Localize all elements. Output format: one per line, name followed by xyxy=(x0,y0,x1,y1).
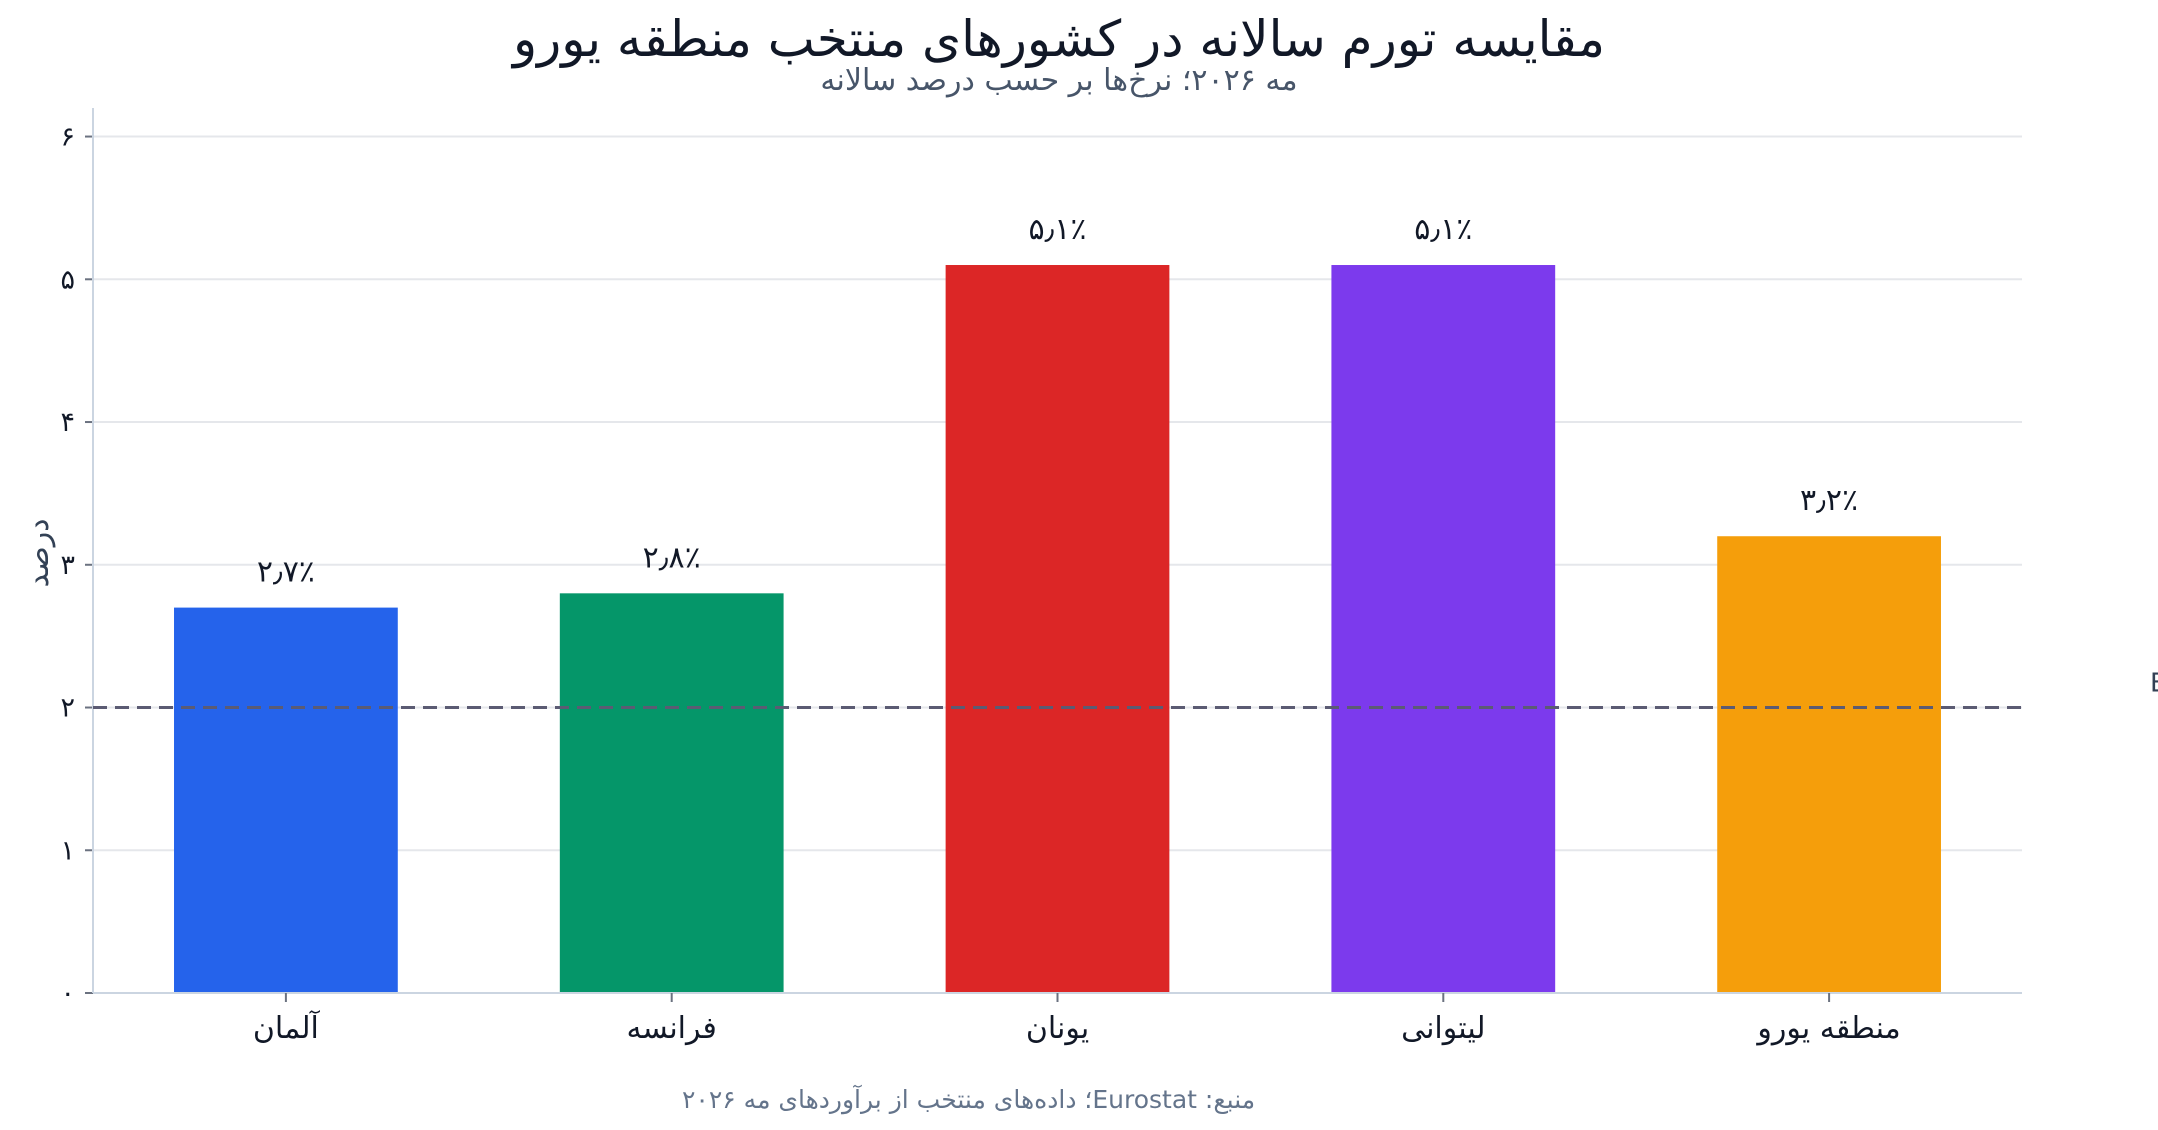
y-tick-label: ۴ xyxy=(60,407,75,438)
y-tick-label: ۶ xyxy=(60,122,75,153)
bar-value-label: ۲٫۷٪ xyxy=(257,555,315,590)
reference-line-group: هدف ۲ درصدی ECB xyxy=(93,669,2158,710)
bar xyxy=(1331,265,1556,994)
reference-line-label: هدف ۲ درصدی ECB xyxy=(2150,669,2158,699)
chart-title: مقایسه تورم سالانه در کشورهای منتخب منطق… xyxy=(510,10,1605,69)
y-tick-label: ۰ xyxy=(60,978,75,1009)
bar xyxy=(945,265,1170,994)
bars xyxy=(174,265,1941,994)
y-tick-label: ۲ xyxy=(60,693,75,724)
x-category-label: آلمان xyxy=(253,1010,321,1046)
y-tick-label: ۱ xyxy=(60,835,75,866)
axes: ۰ ۱ ۲ ۳ ۴ ۵ ۶ xyxy=(60,108,2022,1009)
chart-subtitle: مه ۲۰۲۶؛ نرخ‌ها بر حسب درصد سالانه xyxy=(820,63,1297,98)
y-axis-label: درصد xyxy=(21,518,56,587)
bar-value-label: ۲٫۸٪ xyxy=(643,540,701,575)
bar-value-label: ۵٫۱٪ xyxy=(1028,212,1086,247)
source-note: منبع: Eurostat؛ داده‌های منتخب از برآورد… xyxy=(682,1084,1255,1115)
x-category-label: لیتوانی xyxy=(1401,1011,1485,1046)
bar-value-label: ۵٫۱٪ xyxy=(1414,212,1472,247)
bar-value-label: ۳٫۲٪ xyxy=(1800,483,1858,518)
bar xyxy=(174,607,398,993)
labels: ۲٫۷٪ آلمان ۲٫۸٪ فرانسه ۵٫۱٪ یونان ۵٫۱٪ لیتوانی ۳… xyxy=(253,212,1901,1046)
x-category-label: فرانسه xyxy=(626,1011,716,1046)
x-category-label: یونان xyxy=(1026,1011,1089,1046)
x-category-label: منطقه یورو xyxy=(1755,1011,1900,1046)
bar xyxy=(559,593,784,993)
y-tick-label: ۵ xyxy=(60,264,75,295)
bar xyxy=(1717,536,1941,993)
y-tick-label: ۳ xyxy=(60,550,75,581)
